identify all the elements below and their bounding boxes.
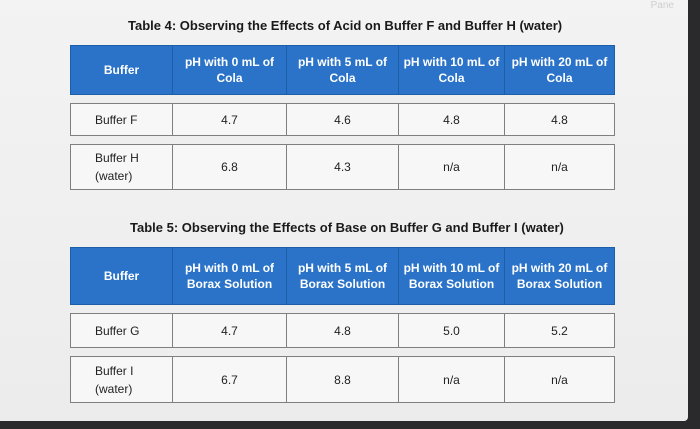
table4: Buffer pH with 0 mL of Cola pH with 5 mL…: [70, 45, 615, 190]
table4-value-cell: 4.8: [398, 103, 505, 136]
table5-value-cell: 6.7: [172, 356, 287, 403]
table4-header: pH with 20 mL of Cola: [504, 45, 615, 95]
table4-header: pH with 10 mL of Cola: [398, 45, 505, 95]
table4-buffer-cell: Buffer F: [70, 103, 173, 136]
table4-value-cell: 6.8: [172, 144, 287, 190]
table-row: Buffer G 4.7 4.8 5.0 5.2: [70, 313, 615, 348]
table4-caption: Table 4: Observing the Effects of Acid o…: [128, 18, 563, 33]
table5-header-row: Buffer pH with 0 mL of Borax Solution pH…: [70, 247, 615, 305]
table4-value-cell: n/a: [398, 144, 505, 190]
table4-header: Buffer: [70, 45, 173, 95]
table5-header: pH with 5 mL of Borax Solution: [286, 247, 399, 305]
table5-header: Buffer: [70, 247, 173, 305]
table5-header: pH with 20 mL of Borax Solution: [504, 247, 615, 305]
table4-value-cell: 4.8: [504, 103, 615, 136]
table4-header: pH with 5 mL of Cola: [286, 45, 399, 95]
table5-caption: Table 5: Observing the Effects of Base o…: [130, 220, 564, 235]
corner-label: Pane: [650, 0, 674, 11]
table5-value-cell: 4.8: [286, 313, 399, 348]
table5-value-cell: 8.8: [286, 356, 399, 403]
table-row: Buffer I (water) 6.7 8.8 n/a n/a: [70, 356, 615, 403]
table5-value-cell: 4.7: [172, 313, 287, 348]
table4-value-cell: n/a: [504, 144, 615, 190]
table5-buffer-cell: Buffer I (water): [70, 356, 173, 403]
table4-header-row: Buffer pH with 0 mL of Cola pH with 5 mL…: [70, 45, 615, 95]
table5-value-cell: n/a: [398, 356, 505, 403]
document-page: Pane Table 4: Observing the Effects of A…: [0, 0, 688, 421]
table4-header: pH with 0 mL of Cola: [172, 45, 287, 95]
table-row: Buffer H (water) 6.8 4.3 n/a n/a: [70, 144, 615, 190]
table-row: Buffer F 4.7 4.6 4.8 4.8: [70, 103, 615, 136]
table5-value-cell: n/a: [504, 356, 615, 403]
table5-value-cell: 5.0: [398, 313, 505, 348]
table4-buffer-cell: Buffer H (water): [70, 144, 173, 190]
table5: Buffer pH with 0 mL of Borax Solution pH…: [70, 247, 615, 403]
table4-value-cell: 4.7: [172, 103, 287, 136]
table4-value-cell: 4.3: [286, 144, 399, 190]
table5-value-cell: 5.2: [504, 313, 615, 348]
table5-header: pH with 0 mL of Borax Solution: [172, 247, 287, 305]
table4-value-cell: 4.6: [286, 103, 399, 136]
table5-buffer-cell: Buffer G: [70, 313, 173, 348]
table5-header: pH with 10 mL of Borax Solution: [398, 247, 505, 305]
